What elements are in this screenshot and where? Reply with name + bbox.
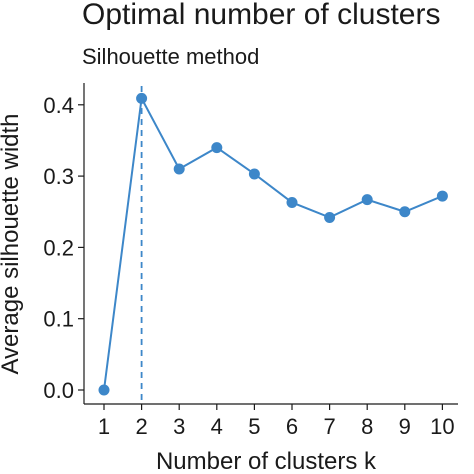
chart-subtitle: Silhouette method (82, 44, 260, 69)
x-tick-label: 7 (323, 414, 335, 439)
x-tick-label: 5 (248, 414, 260, 439)
data-point (173, 163, 185, 175)
y-axis-label: Average silhouette width (0, 113, 24, 374)
data-point (399, 206, 411, 218)
y-tick-label: 0.0 (43, 378, 74, 403)
chart-title: Optimal number of clusters (82, 0, 441, 31)
data-point (286, 196, 298, 208)
x-tick-label: 4 (211, 414, 223, 439)
x-tick-label: 8 (361, 414, 373, 439)
x-tick-label: 10 (430, 414, 454, 439)
data-point (211, 142, 223, 154)
x-tick-label: 9 (399, 414, 411, 439)
series-line (103, 95, 443, 391)
y-tick-label: 0.1 (43, 307, 74, 332)
y-tick-label: 0.2 (43, 235, 74, 260)
data-point (136, 92, 148, 104)
x-axis-label: Number of clusters k (156, 448, 377, 474)
data-point (324, 211, 336, 223)
y-tick-label: 0.4 (43, 93, 74, 118)
data-point (98, 384, 110, 396)
x-tick-label: 1 (98, 414, 110, 439)
data-point (361, 194, 373, 206)
data-point (436, 190, 448, 202)
x-tick-label: 6 (286, 414, 298, 439)
x-tick-label: 3 (173, 414, 185, 439)
y-tick-label: 0.3 (43, 164, 74, 189)
x-tick-label: 2 (135, 414, 147, 439)
data-point (248, 168, 260, 180)
